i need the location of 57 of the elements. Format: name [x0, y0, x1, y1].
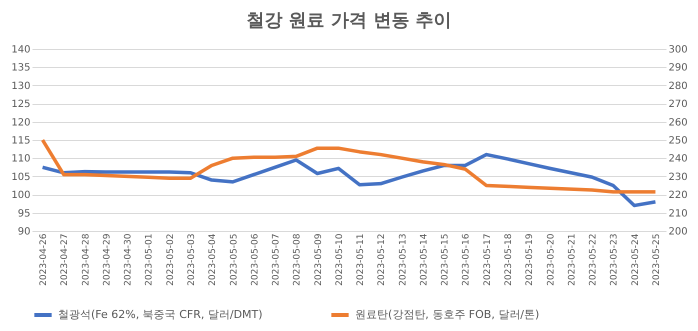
y2-tick-label: 290 — [668, 62, 688, 74]
x-tick-label: 2023-05-11 — [356, 234, 366, 286]
chart-title: 철강 원료 가격 변동 추이 — [246, 10, 452, 31]
x-tick-label: 2023-04-30 — [124, 233, 134, 286]
y2-tick-label: 280 — [668, 80, 688, 92]
x-tick-label: 2023-05-24 — [630, 233, 641, 286]
y2-tick-label: 260 — [668, 117, 688, 128]
x-tick-label: 2023-05-10 — [334, 233, 345, 286]
y2-tick-label: 270 — [668, 99, 688, 110]
x-tick-label: 2023-05-14 — [419, 233, 430, 286]
y-tick-label: 135 — [11, 62, 30, 74]
x-tick-label: 2023-04-26 — [39, 233, 50, 286]
y2-tick-label: 230 — [668, 172, 688, 183]
x-tick-label: 2023-05-05 — [229, 234, 240, 286]
x-tick-label: 2023-05-17 — [482, 234, 493, 286]
x-tick-label: 2023-05-01 — [144, 234, 155, 286]
x-tick-label: 2023-05-21 — [567, 234, 578, 286]
x-tick-label: 2023-04-29 — [102, 233, 112, 286]
y2-tick-label: 240 — [668, 154, 688, 165]
y-tick-label: 125 — [11, 99, 30, 110]
legend-label: 철광석(Fe 62%, 북중국 CFR, 달러/DMT) — [58, 308, 263, 321]
x-tick-label: 2023-04-28 — [81, 233, 92, 286]
x-tick-label: 2023-05-06 — [250, 233, 260, 286]
x-tick-label: 2023-05-07 — [272, 234, 282, 286]
x-tick-label: 2023-05-13 — [398, 234, 408, 286]
y-tick-label: 115 — [11, 136, 30, 146]
x-tick-label: 2023-05-04 — [208, 233, 218, 286]
x-tick-label: 2023-05-22 — [588, 234, 599, 286]
x-tick-label: 2023-05-15 — [440, 234, 451, 286]
y-tick-label: 130 — [11, 80, 30, 92]
y-tick-label: 110 — [11, 154, 30, 165]
x-tick-label: 2023-05-03 — [187, 234, 197, 286]
x-tick-label: 2023-05-23 — [610, 234, 620, 286]
y2-tick-label: 300 — [668, 44, 688, 56]
x-tick-label: 2023-04-27 — [60, 234, 70, 286]
y-tick-label: 120 — [11, 117, 30, 128]
x-tick-label: 2023-05-12 — [377, 234, 388, 286]
y2-tick-label: 200 — [668, 226, 688, 238]
x-tick-label: 2023-05-09 — [314, 233, 324, 286]
y-tick-label: 140 — [11, 44, 30, 56]
y-tick-label: 95 — [18, 208, 30, 220]
legend-label: 원료탄(강점탄, 동호주 FOB, 달러/톤) — [355, 308, 540, 321]
x-tick-label: 2023-05-20 — [546, 233, 556, 286]
x-tick-label: 2023-05-25 — [652, 234, 662, 286]
x-tick-label: 2023-05-02 — [166, 234, 176, 286]
y2-tick-label: 210 — [668, 208, 688, 220]
y-tick-label: 90 — [18, 226, 30, 238]
line-series — [40, 152, 658, 208]
y-tick-label: 105 — [11, 172, 30, 183]
x-tick-label: 2023-05-18 — [504, 233, 514, 286]
y-tick-label: 100 — [11, 190, 30, 202]
y2-tick-label: 220 — [668, 190, 688, 202]
x-tick-label: 2023-05-19 — [525, 233, 536, 286]
line-series — [40, 138, 658, 194]
y2-tick-label: 250 — [668, 136, 688, 146]
x-tick-label: 2023-05-08 — [292, 233, 303, 286]
x-tick-label: 2023-05-16 — [462, 233, 472, 286]
